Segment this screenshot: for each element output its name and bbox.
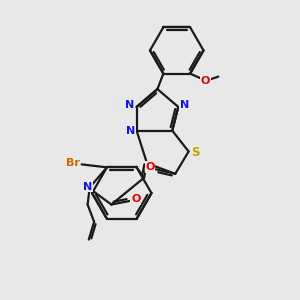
Text: N: N [126, 126, 135, 136]
Text: O: O [201, 76, 210, 86]
Text: N: N [180, 100, 189, 110]
Text: S: S [191, 146, 200, 160]
Text: O: O [145, 162, 155, 172]
Text: N: N [125, 100, 135, 110]
Text: O: O [131, 194, 140, 205]
Text: N: N [83, 182, 92, 192]
Text: Br: Br [66, 158, 80, 168]
